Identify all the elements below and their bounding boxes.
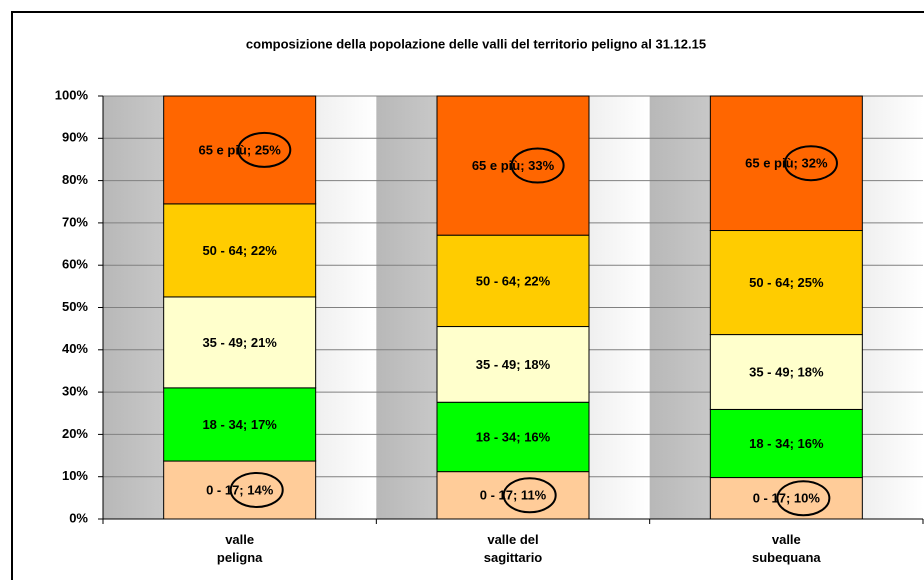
y-tick-label: 10% [62,468,88,483]
data-label: 18 - 34; 16% [749,436,824,451]
data-label: 65 e più; 25% [198,142,281,157]
highlight-circle [237,131,292,168]
x-tick-label: valle peligna [217,532,263,565]
data-label: 65 e più; 32% [745,156,828,171]
y-tick-label: 80% [62,172,88,187]
bar-segment [436,326,590,403]
bar-segment [163,203,317,298]
highlight-circle [502,477,557,514]
bar-segment [436,471,590,520]
y-tick-label: 20% [62,426,88,441]
x-tick-label: valle del sagittario [484,532,543,565]
y-tick-label: 40% [62,341,88,356]
data-label: 18 - 34; 16% [476,429,551,444]
y-tick-label: 60% [62,257,88,272]
y-tick-label: 90% [62,130,88,145]
y-tick-label: 0% [69,510,88,525]
data-label: 50 - 64; 22% [202,243,277,258]
data-label: 35 - 49; 18% [749,364,824,379]
bar-segment [163,296,317,389]
data-label: 0 - 17; 14% [206,482,274,497]
chart-title: composizione della popolazione delle val… [246,36,706,51]
bar-segment [163,387,317,462]
bar-segment [436,401,590,473]
data-label: 35 - 49; 21% [202,335,277,350]
data-label: 65 e più; 33% [472,158,555,173]
bar-segment [709,334,863,410]
data-label: 0 - 17; 11% [480,488,547,503]
highlight-circle [783,145,838,182]
y-tick-label: 70% [62,214,88,229]
highlight-circle [776,480,831,517]
highlight-circle [510,147,565,184]
y-tick-label: 30% [62,384,88,399]
y-tick-label: 50% [62,299,88,314]
data-label: 18 - 34; 17% [202,417,277,432]
bar-segment [163,460,317,520]
bar-segment [709,230,863,336]
bar-segment [436,234,590,328]
highlight-circle [229,471,284,508]
bar-segment [709,408,863,479]
x-tick-label: valle subequana [752,532,821,565]
data-label: 50 - 64; 25% [749,275,824,290]
y-tick-label: 100% [55,87,89,102]
data-label: 50 - 64; 22% [476,273,551,288]
data-label: 0 - 17; 10% [753,491,821,506]
data-label: 35 - 49; 18% [476,357,551,372]
